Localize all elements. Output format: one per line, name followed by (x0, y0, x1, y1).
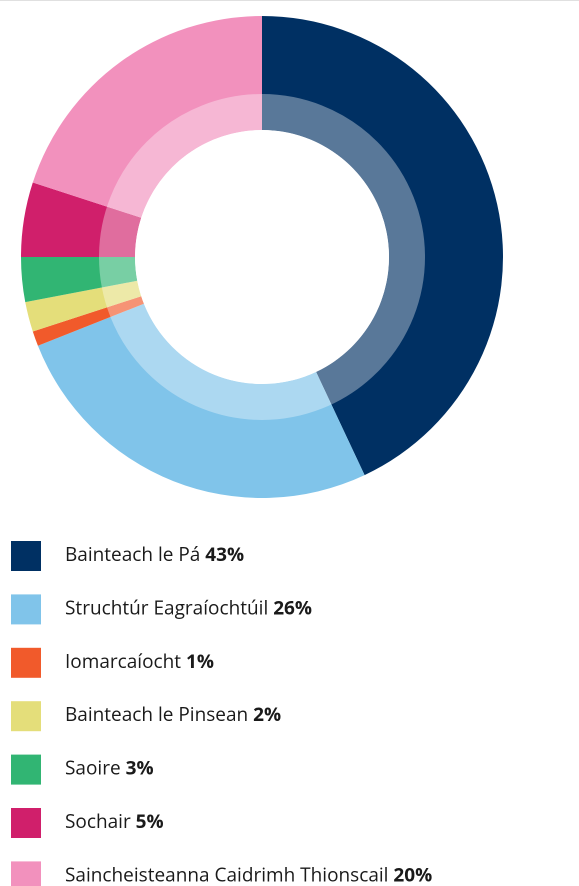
legend-label: Sochair 5% (65, 808, 164, 834)
legend-swatch (11, 754, 41, 785)
legend-swatch (11, 701, 41, 732)
legend-name: Iomarcaíocht (65, 648, 181, 674)
legend-name: Saoire (65, 755, 121, 781)
donut-segment (262, 16, 504, 476)
donut (21, 16, 504, 499)
legend-name: Saincheisteanna Caidrimh Thionscail (65, 861, 388, 886)
donut-segment (25, 280, 142, 332)
legend-swatch (11, 594, 41, 625)
legend-value: 26% (273, 594, 312, 620)
donut-segment (37, 303, 365, 499)
legend-swatch (11, 541, 41, 571)
legend-value: 2% (253, 701, 281, 727)
legend-value: 20% (393, 861, 432, 886)
legend-value: 1% (186, 648, 214, 674)
legend: Bainteach le Pá 43% Struchtúr Eagraíochtú… (11, 541, 432, 886)
legend-label: Saincheisteanna Caidrimh Thionscail 20% (65, 861, 432, 886)
legend-name: Sochair (65, 808, 131, 834)
legend-name: Struchtúr Eagraíochtúil (65, 594, 268, 620)
inner-band (99, 94, 425, 420)
legend-value: 43% (205, 541, 244, 567)
legend-swatch (11, 861, 41, 886)
donut-segment (32, 296, 144, 346)
legend-value: 3% (126, 755, 154, 781)
legend-value: 5% (136, 808, 164, 834)
legend-label: Bainteach le Pá 43% (65, 541, 244, 567)
legend-label: Struchtúr Eagraíochtúil 26% (65, 594, 312, 620)
legend-label: Bainteach le Pinsean 2% (65, 701, 281, 727)
donut-hole (135, 130, 389, 384)
legend-label: Saoire 3% (65, 755, 154, 781)
legend-name: Bainteach le Pá (65, 541, 200, 567)
donut-segment (21, 257, 138, 303)
donut-segment (32, 16, 262, 218)
legend-name: Bainteach le Pinsean (65, 701, 248, 727)
legend-label: Iomarcaíocht 1% (65, 648, 214, 674)
donut-segment (21, 182, 142, 257)
legend-swatch (11, 647, 41, 678)
legend-swatch (11, 808, 41, 838)
